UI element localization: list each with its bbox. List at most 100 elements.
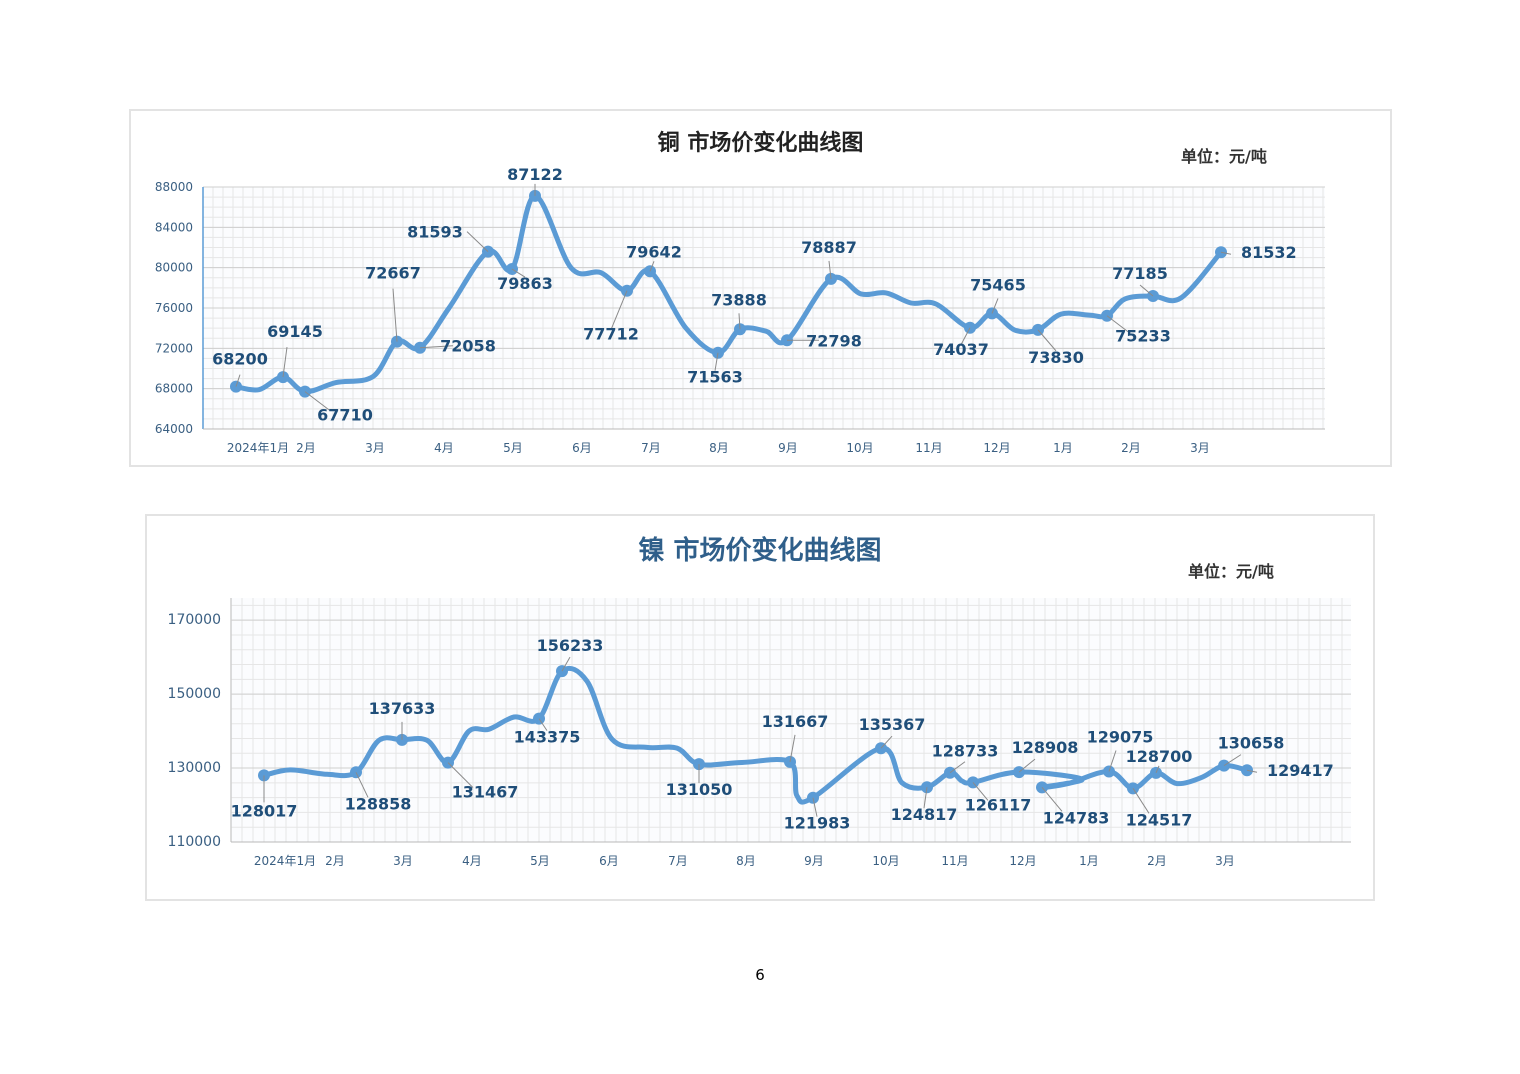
data-label: 130658	[1218, 734, 1285, 753]
x-tick-label: 2月	[296, 441, 316, 455]
x-tick-label: 10月	[846, 441, 873, 455]
x-tick-label: 2024年1月	[254, 854, 316, 868]
x-tick-label: 2月	[325, 854, 345, 868]
data-label: 71563	[687, 368, 743, 387]
y-tick-label: 130000	[168, 760, 221, 776]
copper-chart-panel: 铜 市场价变化曲线图 单位：元/吨 64000 68000 72000 76000 80…	[129, 109, 1392, 467]
label-leader	[466, 231, 489, 252]
x-tick-label: 4月	[462, 854, 482, 868]
data-label: 128700	[1126, 747, 1193, 766]
data-label: 128908	[1012, 738, 1079, 757]
label-leader	[1223, 754, 1242, 767]
data-label: 79863	[497, 274, 553, 293]
data-label: 131050	[666, 780, 733, 799]
label-leader	[714, 352, 719, 371]
data-label: 79642	[626, 242, 682, 261]
data-label: 131667	[762, 712, 829, 731]
x-tick-label: 8月	[709, 441, 729, 455]
x-tick-label: 10月	[872, 854, 899, 868]
label-leader	[880, 735, 893, 749]
data-label: 124517	[1126, 810, 1193, 829]
x-tick-label: 12月	[983, 441, 1010, 455]
data-label: 124817	[891, 805, 958, 824]
label-leader	[972, 782, 989, 801]
y-tick-label: 76000	[155, 301, 193, 315]
x-tick-label: 1月	[1053, 441, 1073, 455]
label-leader	[1155, 765, 1160, 774]
chart-title: 铜 市场价变化曲线图	[657, 131, 864, 156]
data-label: 128733	[932, 742, 999, 761]
page-number: 6	[755, 966, 765, 984]
label-leader	[1139, 284, 1154, 297]
data-label: 75465	[970, 275, 1026, 294]
x-tick-label: 3月	[365, 441, 385, 455]
data-label: 72798	[806, 331, 862, 350]
data-point	[1150, 766, 1162, 779]
nickel-chart-panel: 镍 市场价变化曲线图 单位：元/吨 110000 130000 150000 1700…	[145, 514, 1375, 901]
x-tick-label: 2月	[1121, 441, 1141, 455]
x-tick-label: 5月	[503, 441, 523, 455]
data-label: 68200	[212, 350, 268, 369]
data-label: 129417	[1267, 761, 1334, 780]
data-label: 87122	[507, 165, 563, 184]
label-leader	[1108, 750, 1117, 772]
unit-label: 单位：元/吨	[1188, 562, 1274, 581]
x-tick-label: 6月	[599, 854, 619, 868]
data-point	[734, 323, 746, 336]
data-label: 75233	[1115, 327, 1171, 346]
label-leader	[991, 298, 999, 314]
x-tick-label: 2024年1月	[227, 441, 289, 455]
label-leader	[1041, 787, 1063, 812]
label-leader	[304, 391, 331, 411]
data-label: 73888	[711, 290, 767, 309]
data-label: 128858	[345, 794, 412, 813]
x-tick-label: 2月	[1147, 854, 1167, 868]
label-leader	[538, 718, 548, 731]
y-tick-label: 84000	[155, 220, 193, 234]
label-leader	[1106, 315, 1129, 333]
label-leader	[923, 787, 928, 809]
data-label: 72667	[365, 264, 421, 283]
x-tick-label: 1月	[1079, 854, 1099, 868]
y-tick-label: 68000	[155, 382, 193, 396]
label-leader	[1220, 251, 1232, 255]
y-tick-label: 110000	[168, 834, 221, 850]
x-tick-label: 4月	[434, 441, 454, 455]
y-tick-label: 150000	[168, 686, 221, 702]
y-tick-label: 170000	[168, 612, 221, 628]
data-label: 126117	[965, 795, 1032, 814]
label-leader	[789, 734, 796, 762]
data-label: 67710	[317, 406, 373, 425]
data-label: 74037	[933, 340, 989, 359]
label-leader	[511, 268, 526, 278]
chart-title: 镍 市场价变化曲线图	[638, 536, 882, 566]
x-tick-label: 8月	[736, 854, 756, 868]
label-leader	[610, 290, 628, 330]
data-label: 72058	[440, 337, 496, 356]
label-leader	[282, 347, 288, 378]
x-tick-label: 3月	[1190, 441, 1210, 455]
data-point	[986, 307, 998, 320]
y-tick-label: 64000	[155, 422, 193, 436]
data-label: 81593	[407, 223, 463, 242]
data-label: 156233	[537, 636, 604, 655]
label-leader	[561, 656, 571, 672]
x-tick-label: 9月	[778, 441, 798, 455]
label-leader	[949, 761, 966, 774]
data-label: 69145	[267, 322, 323, 341]
x-tick-label: 12月	[1009, 854, 1036, 868]
data-label: 128017	[231, 801, 298, 820]
label-leader	[447, 762, 474, 788]
data-label: 129075	[1087, 727, 1154, 746]
x-tick-label: 7月	[668, 854, 688, 868]
label-leader	[392, 288, 398, 342]
data-point	[1036, 781, 1048, 794]
label-leader	[828, 260, 832, 279]
data-point	[1127, 782, 1139, 795]
data-label: 135367	[859, 715, 926, 734]
x-tick-label: 7月	[641, 441, 661, 455]
data-label: 121983	[784, 814, 851, 833]
data-label: 77712	[583, 325, 639, 344]
x-tick-label: 6月	[572, 441, 592, 455]
x-tick-label: 5月	[530, 854, 550, 868]
